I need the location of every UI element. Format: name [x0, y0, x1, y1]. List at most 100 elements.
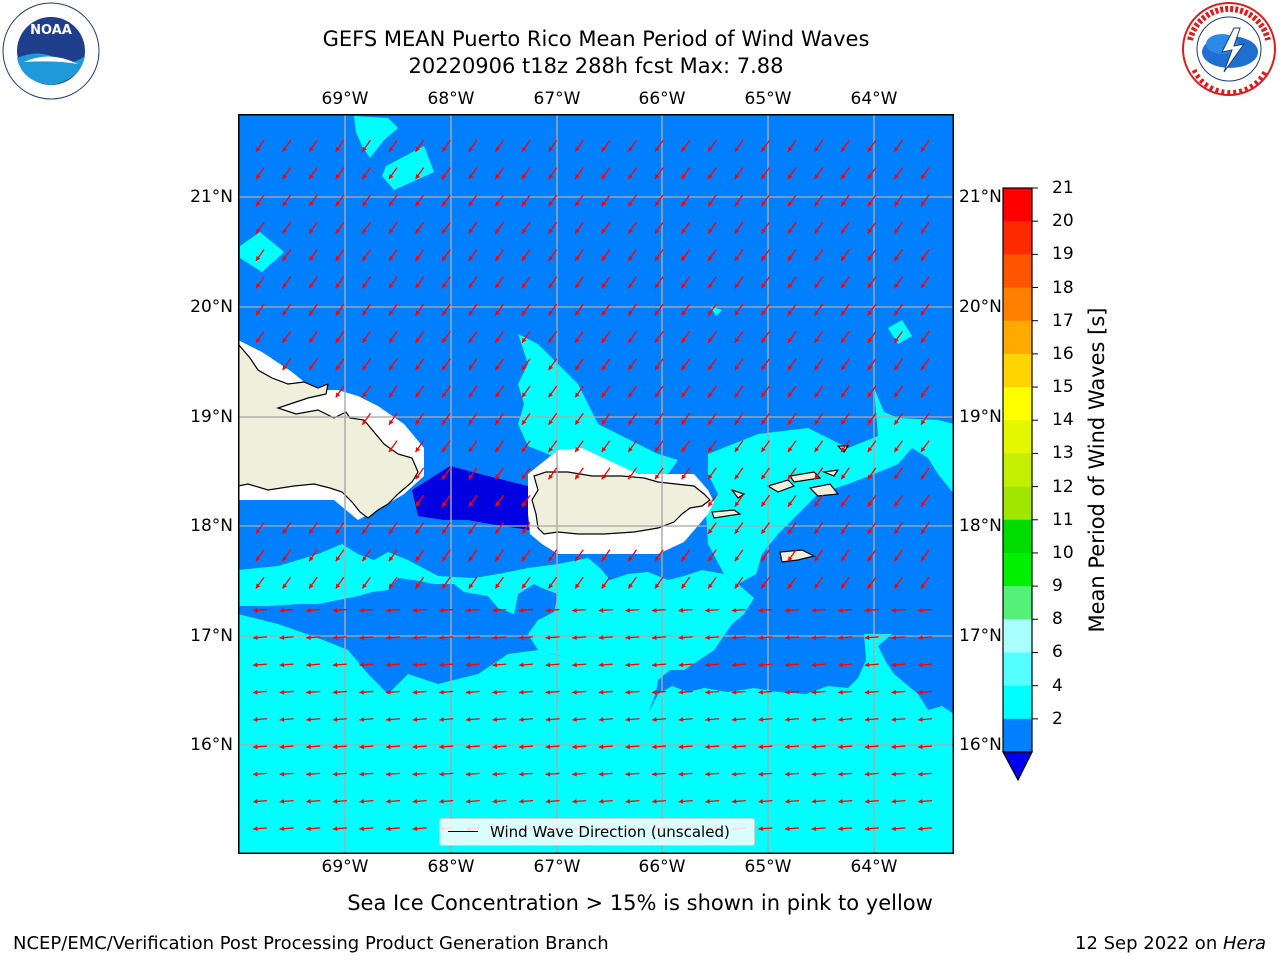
wave-direction-arrowhead [468, 146, 474, 152]
wave-direction-arrowhead [521, 174, 527, 179]
wave-direction-arrowhead [601, 447, 607, 452]
wave-direction-arrowhead [787, 283, 793, 289]
wave-direction-arrowhead [920, 556, 926, 562]
wave-direction-arrowhead [628, 447, 633, 452]
wave-direction-arrowhead [335, 201, 341, 207]
wave-direction-arrowhead [439, 689, 444, 695]
wave-direction-arrowhead [362, 337, 367, 343]
wave-direction-arrowhead [841, 447, 846, 452]
wave-direction-arrowhead [442, 174, 447, 179]
wave-direction-arrowhead [894, 447, 899, 452]
wave-direction-arrowhead [787, 146, 793, 152]
wave-direction-arrowhead [415, 201, 421, 207]
wave-direction-arrowhead [545, 689, 551, 695]
colorbar-segment [1003, 221, 1032, 255]
wave-direction-arrowhead [625, 689, 630, 695]
wave-direction-arrowhead [332, 771, 338, 777]
wave-direction-arrowhead [811, 771, 817, 777]
wave-direction-arrowhead [918, 744, 923, 750]
wave-direction-arrowhead [386, 717, 391, 722]
wave-direction-arrowhead [814, 556, 820, 562]
lon-label-bottom: 68°W [427, 857, 475, 877]
wave-direction-arrowhead [761, 501, 766, 507]
wave-direction-arrowhead [864, 771, 870, 777]
wave-direction-arrowhead [388, 528, 394, 534]
wave-direction-arrowhead [362, 365, 367, 371]
wave-direction-arrowhead [867, 337, 873, 343]
hispaniola-land [238, 343, 419, 519]
wave-direction-arrowhead [386, 744, 391, 750]
wave-direction-arrowhead [548, 474, 554, 480]
wave-direction-arrowhead [894, 228, 899, 234]
wave-direction-arrowhead [841, 283, 846, 289]
wave-direction-arrowhead [492, 635, 497, 640]
wave-direction-arrowhead [601, 174, 607, 179]
colorbar-segment [1003, 619, 1032, 653]
wave-direction-arrowhead [894, 501, 899, 507]
wave-direction-arrowhead [495, 201, 500, 207]
wave-direction-arrowhead [814, 146, 820, 152]
wave-direction-arrowhead [867, 201, 873, 207]
wave-direction-arrowhead [708, 556, 713, 562]
wave-direction-arrowhead [335, 228, 341, 234]
wave-direction-arrowhead [625, 635, 630, 640]
wave-direction-arrowhead [575, 419, 580, 425]
wave-direction-arrowhead [918, 689, 923, 695]
wave-direction-arrowhead [495, 474, 500, 480]
colorbar-segment [1003, 718, 1032, 753]
wave-direction-arrowhead [521, 583, 527, 589]
wave-direction-arrowhead [628, 474, 633, 480]
wave-direction-arrowhead [521, 310, 527, 316]
wave-direction-arrowhead [811, 662, 817, 668]
wave-direction-arrowhead [388, 310, 394, 316]
wave-direction-arrowhead [654, 337, 660, 343]
wave-direction-arrowhead [731, 689, 737, 695]
wave-direction-arrowhead [465, 607, 471, 613]
wave-direction-arrowhead [625, 607, 630, 613]
wave-direction-arrowhead [628, 583, 633, 589]
wave-direction-arrowhead [492, 717, 497, 722]
colorbar-tick-label: 16 [1052, 343, 1074, 364]
wave-direction-arrowhead [439, 799, 444, 804]
wave-direction-arrowhead [681, 447, 687, 452]
wave-direction-arrowhead [521, 556, 527, 562]
wave-direction-arrowhead [894, 146, 899, 152]
wave-direction-arrowhead [468, 447, 474, 452]
wave-direction-arrowhead [625, 717, 630, 722]
wave-direction-arrowhead [814, 474, 820, 480]
wave-direction-arrowhead [359, 771, 364, 777]
wave-direction-arrowhead [521, 365, 527, 371]
wave-direction-arrowhead [787, 255, 793, 261]
wave-direction-arrowhead [814, 501, 820, 507]
wave-direction-arrowhead [415, 474, 421, 480]
wave-direction-arrowhead [761, 146, 766, 152]
wave-direction-arrowhead [761, 201, 766, 207]
wave-direction-arrowhead [814, 174, 820, 179]
wave-direction-arrowhead [758, 717, 763, 722]
wave-direction-arrowhead [785, 607, 790, 613]
wave-direction-arrowhead [468, 174, 474, 179]
wave-direction-arrowhead [867, 174, 873, 179]
wave-direction-arrowhead [864, 607, 870, 613]
wave-direction-arrowhead [841, 556, 846, 562]
wave-direction-arrowhead [734, 474, 740, 480]
wave-direction-arrowhead [279, 826, 285, 832]
wave-direction-arrowhead [282, 283, 288, 289]
wave-direction-arrowhead [811, 717, 817, 722]
wave-direction-arrowhead [864, 744, 870, 750]
colorbar-tick-label: 8 [1052, 609, 1063, 630]
wave-direction-arrowhead [598, 799, 604, 804]
wave-direction-arrowhead [628, 392, 633, 398]
wave-direction-arrowhead [864, 635, 870, 640]
wave-direction-arrowhead [734, 419, 740, 425]
wave-direction-arrowhead [654, 146, 660, 152]
wave-direction-arrowhead [734, 365, 740, 371]
wave-direction-arrowhead [415, 392, 421, 398]
wave-direction-arrowhead [306, 799, 311, 804]
wave-direction-arrowhead [519, 662, 524, 668]
svg-text:NOAA: NOAA [30, 23, 72, 38]
wave-direction-arrowhead [654, 447, 660, 452]
map-legend: Wind Wave Direction (unscaled) [439, 818, 755, 846]
wave-direction-arrowhead [442, 392, 447, 398]
colorbar-segment [1003, 652, 1032, 687]
